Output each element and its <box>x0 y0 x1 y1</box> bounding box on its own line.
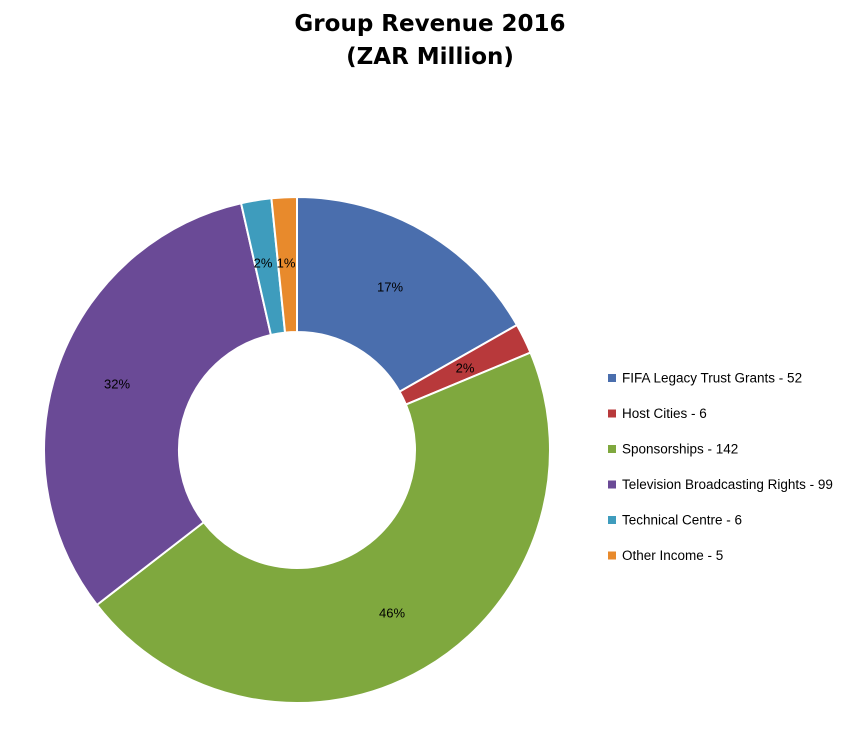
slice-percent-label-4: 32% <box>104 377 130 392</box>
chart-title-line-1: Group Revenue 2016 <box>294 11 565 37</box>
legend-swatch-1 <box>608 374 616 382</box>
chart-title-line-2: (ZAR Million) <box>346 44 514 70</box>
legend-label-4: Television Broadcasting Rights - 99 <box>622 477 833 492</box>
slice-percent-label-3: 46% <box>379 606 405 621</box>
slice-percent-label-5: 2% <box>254 256 273 271</box>
legend-label-5: Technical Centre - 6 <box>622 513 742 528</box>
legend-label-6: Other Income - 5 <box>622 548 723 563</box>
legend-label-2: Host Cities - 6 <box>622 406 707 421</box>
donut-slice-1 <box>296 195 519 394</box>
donut-slices <box>43 195 551 704</box>
legend-swatch-2 <box>608 409 616 418</box>
slice-percent-label-2: 2% <box>456 361 475 376</box>
slice-percent-label-1: 17% <box>377 280 403 295</box>
legend-label-1: FIFA Legacy Trust Grants - 52 <box>622 371 802 386</box>
legend-swatch-3 <box>608 445 616 453</box>
legend-label-3: Sponsorships - 142 <box>622 442 738 457</box>
donut-slice-4 <box>43 202 273 607</box>
chart-legend: FIFA Legacy Trust Grants - 52 Host Cities… <box>608 371 833 563</box>
donut-slice-3 <box>95 351 551 704</box>
slice-percent-label-6: 1% <box>277 256 296 271</box>
legend-swatch-5 <box>608 516 616 524</box>
slice-percent-labels: 17% 2% 46% 32% 2% 1% <box>104 256 475 621</box>
legend-swatch-6 <box>608 551 616 560</box>
legend-swatch-4 <box>608 480 616 489</box>
donut-slice-6 <box>270 195 298 334</box>
